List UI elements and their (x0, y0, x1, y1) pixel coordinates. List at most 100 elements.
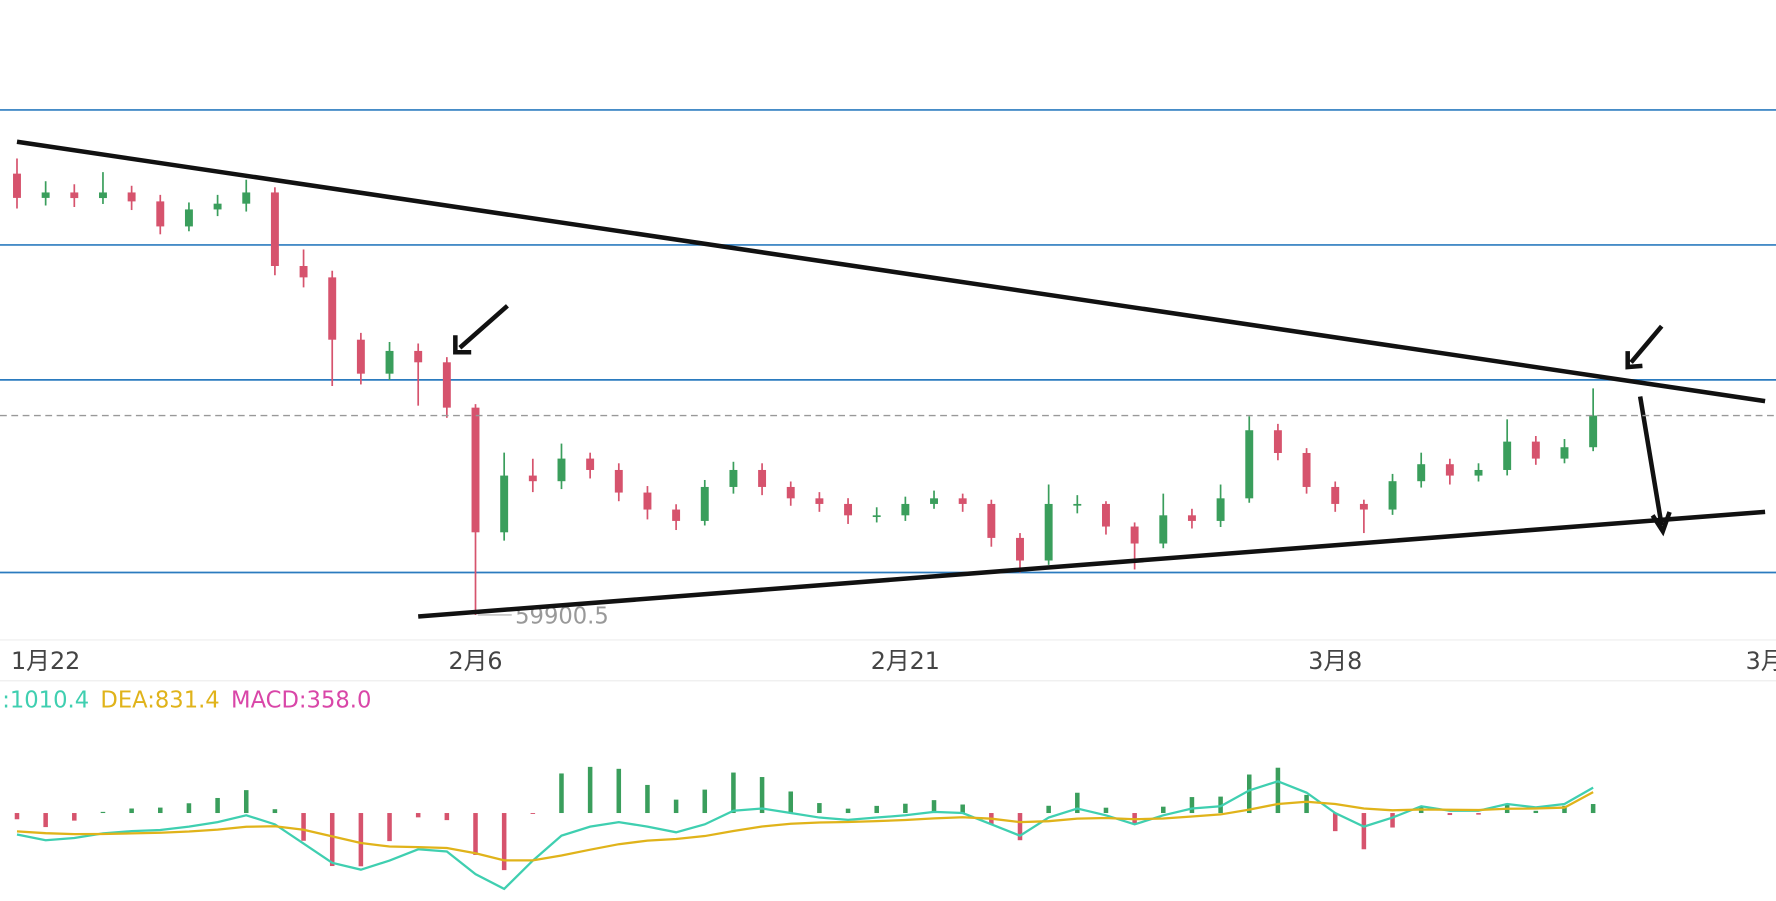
x-tick-label: 2月21 (871, 647, 940, 675)
candle-body (1159, 515, 1168, 544)
macd-bar (1390, 813, 1395, 828)
macd-dif-line (16, 780, 1594, 891)
candle-body (13, 173, 21, 198)
candle-body (1245, 430, 1254, 499)
macd-bar (960, 804, 965, 814)
macd-bar (444, 813, 450, 821)
candle-body (1474, 469, 1483, 476)
macd-bar (1189, 797, 1195, 814)
macd-bar (903, 803, 908, 814)
candle-body (815, 498, 824, 504)
indicator-label: :1010.4 (2, 688, 89, 714)
candle-body (1016, 537, 1024, 561)
candle-body (1073, 503, 1082, 506)
macd-bar (1447, 813, 1453, 816)
macd-bar (788, 791, 794, 814)
candle-body (557, 458, 566, 482)
candle-body (1331, 486, 1340, 504)
candle-body (1302, 452, 1311, 487)
x-tick-label: 3月 (1746, 647, 1776, 675)
candle-body (1388, 481, 1397, 510)
macd-bar (587, 766, 593, 814)
trendline (418, 509, 1766, 619)
trendline (16, 139, 1766, 404)
candle-body (1187, 515, 1196, 521)
candle-body (872, 515, 881, 518)
candle-body (930, 498, 938, 504)
macd-bar (530, 813, 536, 814)
macd-bar (759, 777, 765, 814)
candle-body (987, 503, 996, 538)
macd-bar (301, 813, 306, 841)
macd-bar (731, 772, 736, 814)
candle-body (844, 503, 853, 516)
macd-bar (845, 808, 851, 814)
candle-body (700, 486, 709, 521)
macd-bar (358, 813, 364, 867)
macd-bar (14, 813, 20, 820)
indicator-label: DEA:831.4 (100, 688, 219, 714)
macd-dea-line (16, 791, 1594, 862)
candle-body (385, 350, 394, 374)
macd-bar (616, 768, 622, 814)
candle-body (1531, 441, 1540, 459)
macd-bar (501, 813, 507, 871)
candle-body (1503, 441, 1512, 470)
candle-body (758, 469, 767, 487)
candle-body (1216, 498, 1225, 521)
macd-bar (1533, 810, 1539, 814)
candle-body (356, 339, 365, 374)
macd-bar (72, 813, 77, 821)
candle-body (1359, 503, 1368, 510)
arrow (1629, 324, 1664, 364)
macd-bar (415, 813, 421, 818)
candle-body (672, 509, 681, 521)
macd-bar (1046, 805, 1051, 814)
candle-body (184, 209, 193, 227)
macd-bar (1103, 807, 1109, 814)
macd-bar (129, 808, 134, 814)
macd-bar (673, 799, 679, 814)
macd-bar (931, 800, 937, 814)
macd-bar (1562, 805, 1567, 814)
macd-bar (473, 813, 478, 855)
candle-body (328, 277, 337, 340)
annotation-arrows (453, 304, 1672, 537)
candle-body (242, 192, 251, 204)
macd-bar (243, 790, 249, 814)
macd-bar (1476, 813, 1481, 815)
candle-body (1589, 415, 1598, 448)
macd-bar (1017, 813, 1023, 841)
macd-bar (1332, 813, 1338, 832)
candle-body (471, 407, 480, 533)
macd-bar (1161, 806, 1166, 814)
macd-bar (186, 803, 192, 814)
macd-bar (1218, 796, 1223, 814)
arrow (458, 304, 509, 350)
macd-bar (329, 813, 335, 867)
candle-body (156, 201, 165, 227)
candle-body (614, 469, 623, 493)
macd-bar (158, 807, 163, 814)
candle-body (127, 192, 136, 202)
candle-body (500, 475, 509, 533)
arrow-head (1625, 351, 1643, 370)
x-tick-label: 3月8 (1308, 647, 1362, 675)
candle-body (1102, 503, 1110, 527)
x-tick-label: 1月22 (11, 647, 80, 675)
macd-bar (874, 805, 879, 814)
macd-bar (1361, 813, 1367, 850)
candle-body (1044, 503, 1053, 561)
indicator-label: MACD:358.0 (231, 688, 371, 714)
macd-bar (387, 813, 392, 842)
candle-body (299, 265, 308, 278)
macd-bar (1590, 804, 1596, 814)
candle-body (1130, 526, 1139, 544)
macd-bar (817, 803, 822, 814)
candle-body (41, 192, 50, 198)
macd-bar (272, 809, 278, 814)
candle-body (1445, 464, 1454, 476)
candle-body (729, 469, 738, 487)
candle-body (958, 498, 967, 504)
